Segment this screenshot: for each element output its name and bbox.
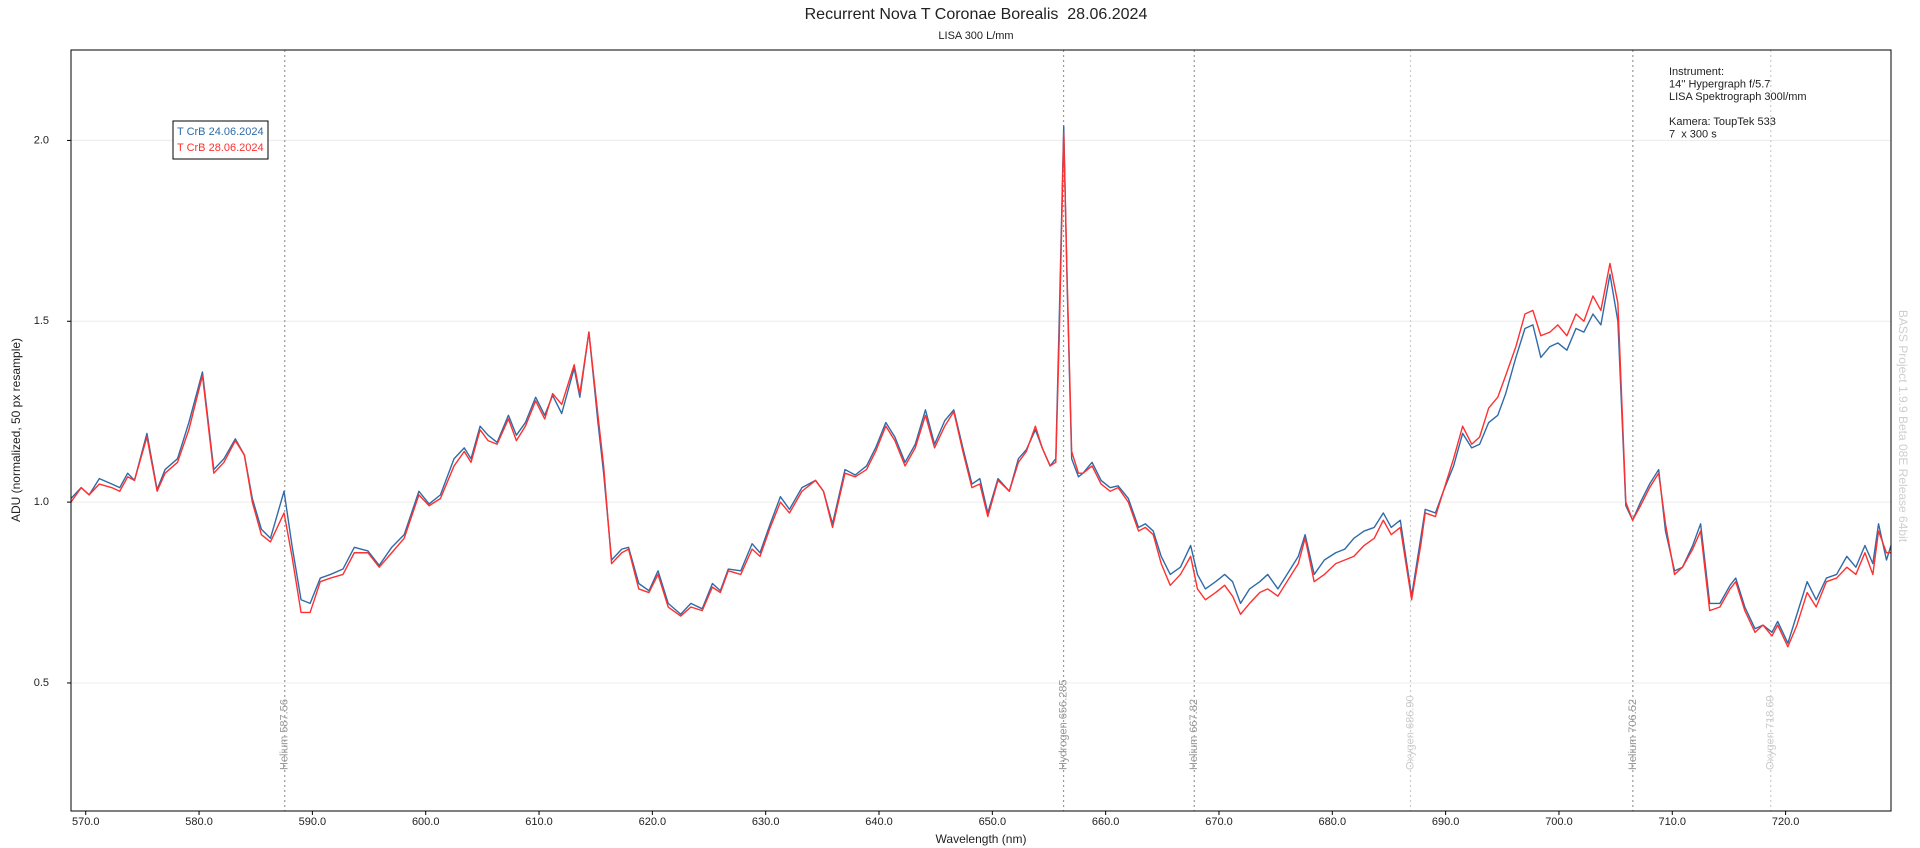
x-tick-label: 660.0: [1092, 816, 1120, 828]
legend-entry: T CrB 28.06.2024: [177, 142, 264, 154]
emission-label: Helium 706.52: [1627, 699, 1639, 770]
emission-label: Oxygen 686.90: [1404, 695, 1416, 770]
legend-box: [172, 120, 269, 160]
x-tick-label: 670.0: [1205, 816, 1233, 828]
x-tick-label: 650.0: [979, 816, 1007, 828]
x-tick-label: 630.0: [752, 816, 780, 828]
x-tick-label: 600.0: [412, 816, 440, 828]
instrument-text: LISA Spektrograph 300l/mm: [1669, 91, 1807, 103]
spectrum-line: [70, 132, 1891, 648]
y-tick-label: 1.0: [34, 496, 49, 508]
emission-label: Hydrogen 656.285: [1057, 679, 1069, 770]
x-tick-label: 700.0: [1545, 816, 1573, 828]
instrument-text: 14'' Hypergraph f/5.7: [1669, 78, 1770, 90]
x-tick-label: 640.0: [865, 816, 893, 828]
x-tick-label: 570.0: [72, 816, 100, 828]
y-tick-label: 0.5: [34, 677, 49, 689]
instrument-text: Instrument:: [1669, 66, 1724, 78]
camera-text: 7 x 300 s: [1669, 128, 1717, 140]
camera-text: Kamera: ToupTek 533: [1669, 116, 1776, 128]
emission-label: Helium 667.82: [1188, 699, 1200, 770]
legend-entry: T CrB 24.06.2024: [177, 126, 264, 138]
x-tick-label: 590.0: [299, 816, 327, 828]
chart-title: Recurrent Nova T Coronae Borealis 28.06.…: [805, 6, 1148, 23]
y-tick-label: 1.5: [34, 315, 49, 327]
y-axis-label: ADU (normalized, 50 px resample): [9, 338, 23, 522]
x-tick-label: 580.0: [185, 816, 213, 828]
x-tick-label: 710.0: [1659, 816, 1687, 828]
watermark: BASS Project 1.9.9 Beta 08E Release 64bi…: [1896, 310, 1910, 543]
x-tick-label: 610.0: [525, 816, 553, 828]
chart-subtitle: LISA 300 L/mm: [938, 30, 1013, 42]
spectrum-line: [70, 125, 1892, 644]
x-axis-label: Wavelength (nm): [936, 832, 1027, 846]
x-tick-label: 620.0: [639, 816, 667, 828]
x-tick-label: 680.0: [1319, 816, 1347, 828]
y-tick-label: 2.0: [34, 134, 49, 146]
x-tick-label: 720.0: [1772, 816, 1800, 828]
plot-frame: [70, 49, 1892, 812]
emission-label: Helium 587.56: [279, 699, 291, 770]
emission-label: Oxygen 718.69: [1765, 695, 1777, 770]
x-tick-label: 690.0: [1432, 816, 1460, 828]
